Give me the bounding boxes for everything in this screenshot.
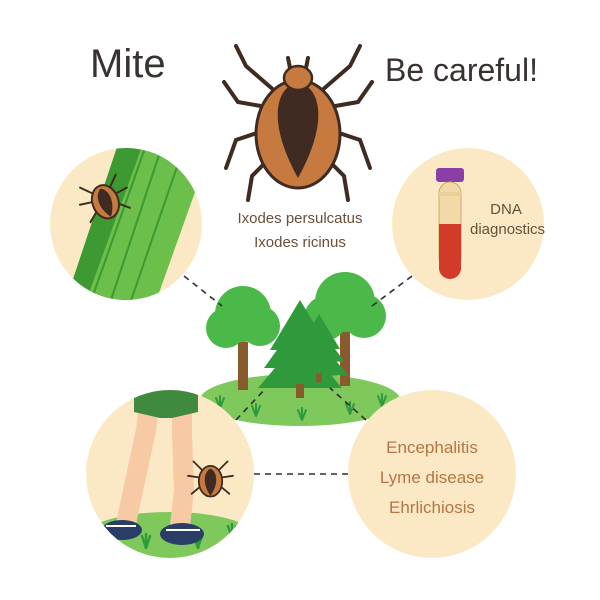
connectors: [0, 0, 600, 600]
